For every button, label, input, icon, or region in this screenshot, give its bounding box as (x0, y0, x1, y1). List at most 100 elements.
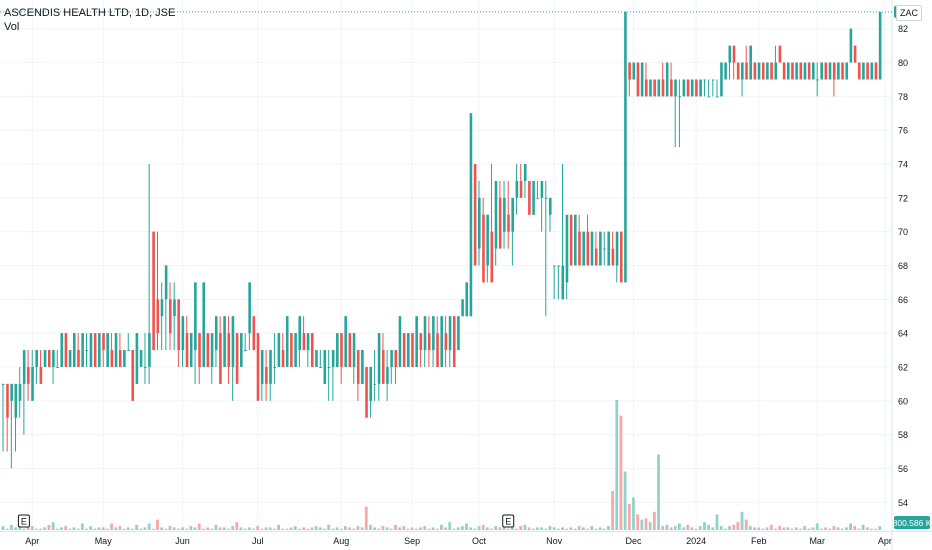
volume-bar (60, 527, 63, 530)
volume-bar (644, 518, 648, 530)
ohlc-bar (636, 62, 640, 97)
ohlc-bar (248, 282, 251, 351)
ohlc-bar (210, 333, 214, 384)
volume-bar (874, 528, 878, 530)
volume-bar (740, 511, 744, 530)
ohlc-bar (653, 79, 656, 97)
volume-bar (794, 527, 798, 530)
ohlc-bar (678, 79, 682, 148)
volume-bar (410, 527, 414, 530)
ohlc-bar (820, 62, 823, 80)
ohlc-bar (336, 333, 339, 367)
ohlc-bar (857, 62, 861, 80)
volume-bar (80, 523, 84, 530)
volume-bar (774, 528, 777, 530)
volume-bar (64, 526, 68, 530)
volume-bar (105, 528, 109, 530)
earnings-marker[interactable]: E (502, 514, 515, 528)
volume-bar (268, 527, 272, 530)
ohlc-bar (536, 180, 540, 199)
volume-bar (327, 524, 331, 530)
ohlc-bar (60, 333, 64, 367)
ohlc-bar (736, 62, 740, 80)
currency-button[interactable]: ZAC (896, 5, 922, 21)
volume-bar (552, 527, 556, 530)
ohlc-bar (173, 282, 176, 351)
volume-bar (561, 527, 564, 530)
ohlc-bar (381, 333, 385, 384)
ohlc-bar (231, 316, 235, 401)
ohlc-bar (93, 333, 97, 367)
volume-bar (89, 526, 93, 530)
volume-bar (506, 528, 510, 530)
volume-bar (515, 528, 518, 530)
ohlc-bar (415, 316, 418, 367)
ohlc-bar (310, 333, 314, 367)
ohlc-bar (52, 350, 55, 384)
ohlc-bar (356, 350, 360, 401)
volume-bar (135, 524, 139, 530)
ohlc-bar (340, 333, 343, 384)
volume-bar (118, 526, 122, 530)
volume-bar (811, 527, 815, 530)
ohlc-bar (235, 333, 239, 384)
volume-bar (707, 524, 711, 530)
volume-bar (840, 528, 844, 530)
ohlc-bar (782, 62, 786, 80)
ohlc-bar (515, 164, 519, 215)
ohlc-bar (695, 79, 698, 97)
ohlc-bar (198, 333, 201, 384)
volume-bar (206, 527, 209, 530)
ohlc-bar (223, 316, 226, 367)
volume-bar (673, 526, 677, 530)
volume-bar (110, 523, 113, 530)
ohlc-bar (2, 383, 5, 452)
volume-bar (281, 528, 285, 530)
volume-bar (22, 528, 26, 530)
ohlc-bar (440, 316, 444, 367)
x-tick-label: Oct (472, 536, 487, 546)
volume-value-tag (894, 516, 930, 529)
ohlc-bar (649, 79, 652, 97)
volume-bar (748, 526, 752, 530)
volume-bar (686, 524, 690, 530)
ohlc-bar (85, 333, 89, 367)
volume-bar (414, 528, 418, 530)
volume-bar (803, 526, 807, 530)
volume-bar (1, 526, 5, 530)
volume-bar (836, 527, 840, 530)
volume-bar (828, 528, 832, 530)
volume-bar (648, 522, 652, 530)
ohlc-bar (761, 62, 765, 80)
volume-bar (423, 526, 427, 530)
volume-bar (502, 526, 506, 530)
ohlc-bar (386, 350, 389, 401)
ohlc-bar (331, 350, 335, 401)
volume-bar (373, 527, 377, 530)
ohlc-bar (578, 214, 581, 266)
volume-bar (14, 527, 17, 530)
x-tick-label: Nov (546, 536, 563, 546)
volume-bar (97, 527, 101, 530)
ohlc-bar (837, 62, 840, 80)
volume-bar (490, 528, 493, 530)
y-tick-label: 76 (898, 126, 908, 136)
ohlc-bar (674, 79, 677, 148)
volume-bar (260, 528, 264, 530)
x-tick-label: Jul (252, 536, 264, 546)
ohlc-bar (298, 316, 302, 367)
volume-bar (460, 526, 464, 530)
volume-bar (181, 527, 184, 530)
earnings-marker[interactable]: E (17, 514, 30, 528)
ohlc-bar (219, 316, 222, 384)
ohlc-bar (352, 333, 356, 384)
volume-bar (765, 527, 769, 530)
ohlc-bar (812, 62, 815, 80)
ohlc-bar (281, 333, 285, 367)
volume-bar (865, 527, 869, 530)
volume-bar (469, 527, 473, 530)
ohlc-bar (720, 62, 723, 97)
ohlc-bar (123, 350, 126, 367)
ohlc-bar (265, 350, 268, 401)
